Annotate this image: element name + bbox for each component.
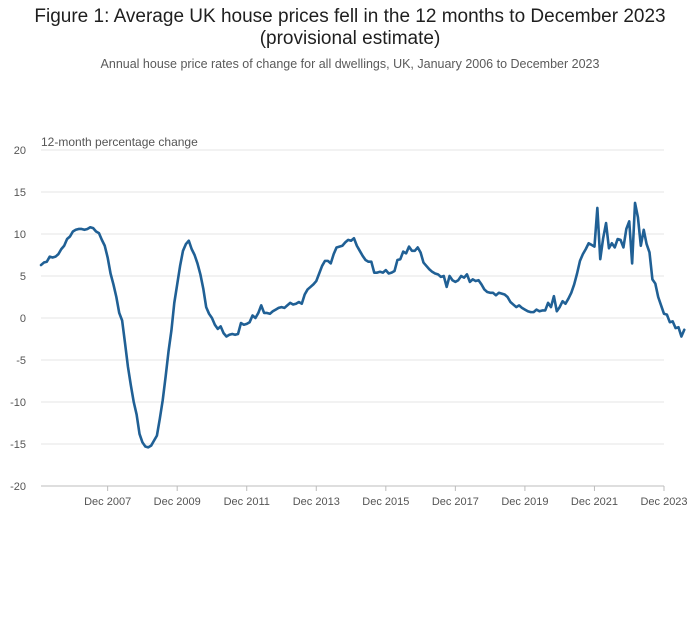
y-tick-label: -10 [10, 397, 26, 409]
chart-title: Figure 1: Average UK house prices fell i… [34, 6, 666, 49]
y-tick-label: 10 [14, 229, 26, 241]
x-tick-label: Dec 2019 [501, 496, 548, 508]
x-tick-label: Dec 2007 [84, 496, 131, 508]
y-tick-label: -5 [16, 355, 26, 367]
series-line [39, 201, 686, 449]
series-group [39, 201, 686, 449]
y-tick-label: 20 [14, 145, 26, 157]
chart-subtitle: Annual house price rates of change for a… [100, 57, 600, 71]
y-axis-ticks: 20 15 10 5 0 -5 -10 -15 -20 [10, 145, 26, 493]
y-axis-label: 12-month percentage change [41, 135, 198, 149]
x-tick-label: Dec 2013 [293, 496, 340, 508]
x-tick-label: Dec 2009 [154, 496, 201, 508]
y-tick-label: 0 [20, 313, 26, 325]
y-tick-label: -15 [10, 439, 26, 451]
x-tick-label: Dec 2023 [640, 496, 687, 508]
x-tick-label: Dec 2021 [571, 496, 618, 508]
gridlines [41, 149, 664, 445]
x-tick-label: Dec 2015 [362, 496, 409, 508]
x-tick-label: Dec 2017 [432, 496, 479, 508]
y-tick-label: 5 [20, 271, 26, 283]
x-tick-label: Dec 2011 [224, 496, 270, 508]
y-tick-label: 15 [14, 187, 26, 199]
x-axis-ticks: Dec 2007 Dec 2009 Dec 2011 Dec 2013 Dec 2015… [84, 486, 688, 508]
y-tick-label: -20 [10, 481, 26, 493]
